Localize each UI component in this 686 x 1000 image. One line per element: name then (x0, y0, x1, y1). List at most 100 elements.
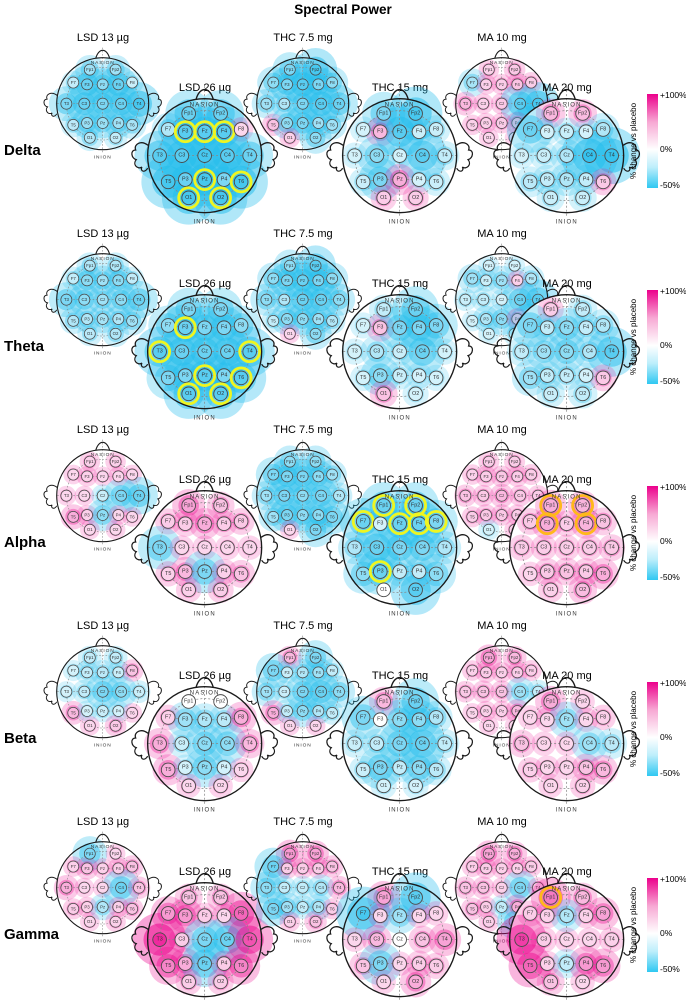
electrode-f8 (326, 468, 339, 481)
electrode-f3 (540, 320, 555, 336)
electrode-label: Fp1 (379, 699, 388, 705)
electrode-label: F7 (360, 715, 366, 721)
electrode-p4 (412, 368, 427, 384)
colorbar-axis-label: % change vs placebo (629, 494, 638, 572)
electrode-o1 (181, 386, 197, 402)
head-title-lsd-13-g: LSD 13 µg (76, 816, 130, 828)
electrode-label: Fp1 (184, 503, 193, 509)
electrode-f7 (466, 860, 479, 873)
electrode-label: Fp1 (86, 655, 94, 660)
electrode-fz (97, 78, 109, 91)
electrode-label: T4 (536, 885, 542, 890)
electrode-label: Cz (100, 297, 105, 302)
electrode-label: P4 (221, 961, 228, 967)
electrode-p4 (112, 901, 125, 914)
electrode-p3 (178, 172, 193, 188)
ear-right (348, 485, 363, 509)
electrode-label: Fz (500, 670, 505, 675)
electrode-label: C3 (481, 689, 487, 694)
electrode-label: T3 (64, 297, 70, 302)
ear-left (493, 534, 511, 565)
ear-left (442, 877, 457, 901)
electrode-f7 (523, 710, 538, 726)
electrode-p3 (81, 901, 94, 914)
electrode-t6 (429, 762, 444, 778)
electrode-label: F7 (271, 80, 277, 85)
electrode-t5 (523, 174, 538, 190)
electrode-cz (197, 540, 213, 556)
electrode-f3 (480, 666, 493, 679)
electrode-t4 (437, 932, 453, 948)
electrode-fz (559, 712, 575, 728)
electrode-label: F8 (130, 80, 136, 85)
electrode-label: T3 (463, 885, 469, 890)
electrode-t3 (260, 686, 273, 698)
electrode-f8 (429, 318, 444, 334)
electrode-c3 (477, 98, 490, 110)
nasion-label: NASION (385, 691, 415, 697)
electrode-c4 (415, 148, 431, 164)
electrode-label: T5 (71, 123, 77, 128)
nose (557, 285, 577, 296)
electrode-label: F3 (377, 717, 383, 723)
electrode-fp1 (84, 848, 97, 860)
inion-label: INION (493, 743, 511, 749)
electrode-label: P4 (416, 569, 423, 575)
electrode-t4 (604, 148, 620, 164)
electrode-label: C3 (481, 101, 487, 106)
significance-ring (369, 560, 393, 584)
electrode-t5 (67, 315, 80, 328)
electrode-p3 (540, 172, 555, 188)
electrode-f4 (412, 712, 427, 728)
band-label: Delta (4, 142, 41, 159)
electrode-t6 (429, 370, 444, 386)
electrode-label: T5 (271, 907, 277, 912)
electrode-label: T3 (463, 493, 469, 498)
electrode-label: T4 (442, 153, 448, 159)
electrode-o2 (109, 328, 122, 340)
inion-label: INION (194, 808, 216, 814)
electrode-fp2 (309, 456, 322, 468)
electrode-p4 (312, 901, 325, 914)
electrode-cz (392, 736, 408, 752)
electrode-label: Cz (202, 545, 209, 551)
head-topomap-alpha-ma-20-mg: Fp1 Fp2 F7 F3 Fz F4 F8 T3 C3 Cz C4 T4 T5 P3 Pz P4 T6 O1 O2… (493, 478, 641, 618)
head-outline (256, 57, 350, 151)
electrode-p3 (373, 172, 388, 188)
nasion-label: NASION (91, 256, 115, 262)
electrode-label: F4 (583, 129, 589, 135)
electrode-f4 (112, 78, 125, 91)
electrode-o1 (483, 916, 496, 928)
electrode-pz (297, 313, 309, 326)
electrode-label: T6 (330, 515, 336, 520)
electrode-label: O1 (547, 979, 554, 985)
electrode-label: T4 (247, 741, 253, 747)
electrode-label: F4 (116, 82, 122, 87)
electrode-label: P3 (544, 765, 551, 771)
electrode-t3 (152, 932, 168, 948)
electrode-label: O2 (113, 528, 119, 533)
inion-label: INION (94, 155, 112, 161)
electrode-f4 (217, 908, 232, 924)
electrode-c4 (220, 540, 236, 556)
electrode-label: T6 (330, 711, 336, 716)
electrode-f7 (67, 468, 80, 481)
electrode-label: Cz (202, 349, 209, 355)
electrode-label: T5 (165, 571, 171, 577)
head-outline (147, 686, 263, 802)
electrode-t3 (152, 344, 168, 360)
electrode-label: P3 (182, 177, 189, 183)
electrode-c4 (415, 344, 431, 360)
head-title-ma-10-mg: MA 10 mg (477, 620, 527, 632)
electrode-label: F8 (433, 127, 439, 133)
electrode-label: F7 (71, 80, 77, 85)
electrode-label: F3 (85, 82, 91, 87)
electrode-label: O1 (87, 528, 93, 533)
electrode-label: T6 (600, 767, 606, 773)
electrode-t3 (514, 540, 530, 556)
electrode-cz (496, 98, 508, 110)
electrode-f7 (67, 664, 80, 677)
electrode-label: T4 (337, 101, 343, 106)
electrode-label: T4 (247, 349, 253, 355)
electrode-label: Fp1 (184, 699, 193, 705)
